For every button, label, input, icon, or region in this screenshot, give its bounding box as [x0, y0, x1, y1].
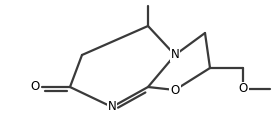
Text: N: N — [171, 48, 179, 61]
Text: N: N — [108, 100, 116, 113]
Text: O: O — [238, 83, 248, 95]
Text: O: O — [31, 81, 40, 94]
Text: O: O — [170, 83, 180, 97]
